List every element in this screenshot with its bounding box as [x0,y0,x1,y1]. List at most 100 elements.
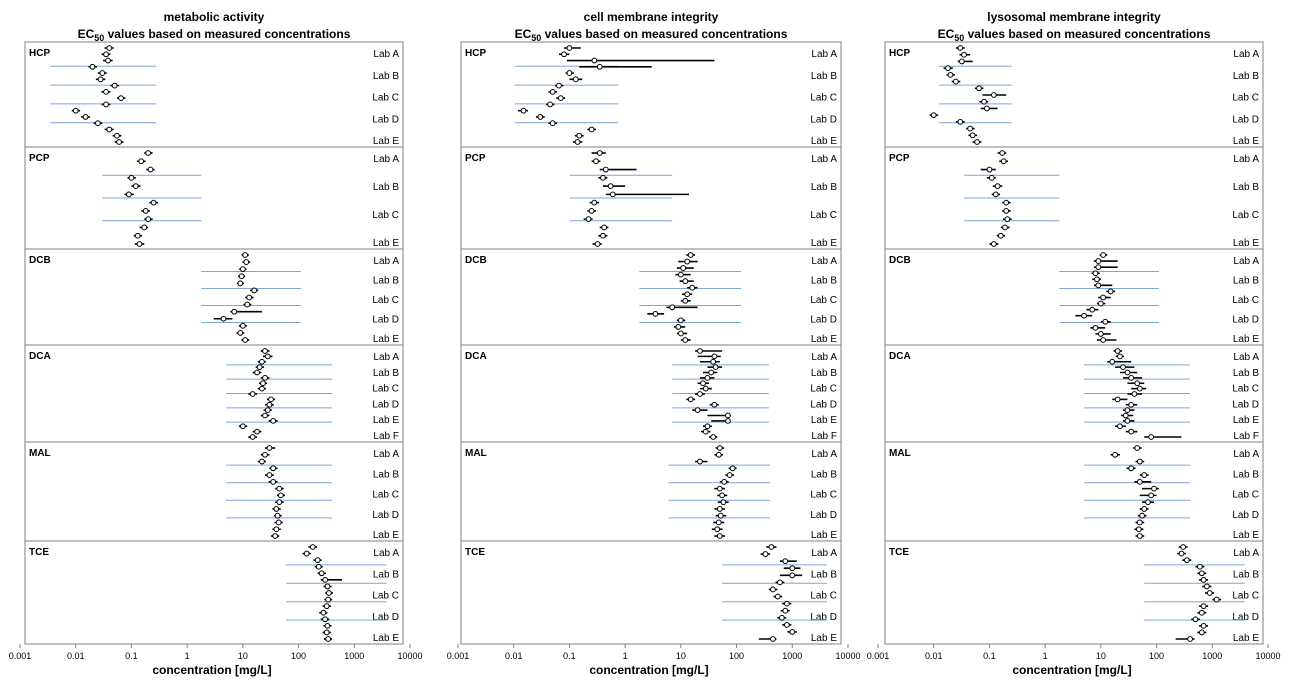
ec50-point [1151,485,1157,492]
group-tce: TCE Lab A Lab B Lab C Lab D Lab E [885,540,1263,644]
ec50-point [697,348,703,354]
ec50-point [1095,258,1102,264]
ec50-point [272,533,279,539]
ec50-point [704,374,711,381]
ec50-point [716,506,723,512]
lab-label: Lab C [372,210,399,221]
ec50-point [682,297,689,304]
ec50-point [72,107,79,114]
x-tick-label: 10 [1096,651,1106,661]
ec50-point [588,208,595,214]
ec50-point [1109,358,1116,365]
ec50-point [1135,526,1142,533]
x-tick-label: 1000 [344,651,364,661]
lab-label: Lab C [1232,591,1259,602]
x-axis-label: concentration [mg/L] [1012,663,1131,677]
x-tick-label: 10 [676,651,686,661]
ec50-point [276,499,283,506]
ec50-point [1100,294,1107,301]
ec50-point [270,478,277,485]
ec50-point [689,284,696,291]
group-dca: DCA Lab A Lab B Lab C Lab D Lab E Lab F [885,344,1263,442]
ec50-point [325,636,332,642]
ec50-point [782,558,789,565]
subtitle-rest: values based on measured concentrations [964,27,1210,41]
group-label: HCP [29,48,50,59]
ec50-point [273,506,280,512]
ec50-point [314,557,321,564]
ec50-point [720,499,727,506]
ec50-point [238,273,245,280]
lab-label: Lab A [811,352,837,363]
ec50-point [591,199,598,206]
ec50-point [106,45,113,51]
lab-label: Lab E [1233,334,1259,345]
lab-label: Lab C [810,384,837,395]
x-tick-label: 10000 [835,651,860,661]
ec50-point [322,616,329,623]
ec50-point [264,353,271,360]
lab-label: Lab B [373,569,399,580]
ec50-point [607,183,614,189]
ec50-point [716,533,723,539]
lab-label: Lab D [372,114,399,125]
lab-label: Lab E [373,415,399,426]
ec50-point [249,434,256,440]
group-label: MAL [465,448,487,459]
lab-label: Lab C [372,490,399,501]
ec50-point [992,191,999,198]
ec50-point [1004,216,1011,223]
ec50-point [1117,423,1123,430]
ec50-point [999,150,1006,156]
lab-label: Lab E [1233,238,1259,249]
ec50-point [256,364,263,371]
lab-label: Lab D [372,399,399,410]
ec50-point [1141,506,1148,512]
lab-label: Lab A [811,548,837,559]
group-tce: TCE Lab A Lab B Lab C Lab D Lab E [25,540,403,644]
ec50-point [682,337,689,343]
lab-label: Lab A [1233,548,1259,559]
ec50-point [1198,609,1205,616]
x-tick-label: 10000 [397,651,422,661]
ec50-point [677,330,684,337]
ec50-point [1112,451,1118,458]
x-tick-label: 100 [729,651,744,661]
ec50-point [270,417,277,424]
ec50-point [274,512,281,519]
ec50-point [262,374,268,381]
lab-label: Lab A [373,449,399,460]
ec50-point [600,174,606,181]
ec50-point [103,88,109,95]
ec50-point [1131,391,1138,397]
ec50-point [958,58,965,65]
ec50-point [1100,337,1107,343]
ec50-point [700,380,706,387]
ec50-point [270,465,277,472]
subtitle-subscript: 50 [531,33,541,43]
group-label: TCE [29,547,49,558]
ec50-point [712,364,719,371]
group-label: DCB [29,255,51,266]
ec50-point [323,629,330,636]
ec50-point [574,139,581,145]
ec50-point [318,570,325,577]
lab-label: Lab B [373,368,399,379]
lab-label: Lab A [811,49,837,60]
ec50-point [715,519,722,526]
group-dcb: DCB Lab A Lab B Lab C Lab D Lab E [461,248,841,345]
ec50-point [1180,544,1187,550]
ec50-point [114,132,120,139]
lab-label: Lab B [1233,276,1259,287]
x-tick-label: 0.001 [867,651,890,661]
ec50-point [988,174,995,181]
ec50-point [259,385,265,392]
ec50-point [710,434,717,440]
ec50-point [259,358,265,365]
ec50-point [1128,374,1135,381]
ec50-point [652,310,659,317]
ec50-point [103,51,109,58]
lab-label: Lab C [1232,384,1259,395]
lab-label: Lab A [1233,449,1259,460]
group-dcb: DCB Lab A Lab B Lab C Lab D Lab E [885,248,1263,345]
